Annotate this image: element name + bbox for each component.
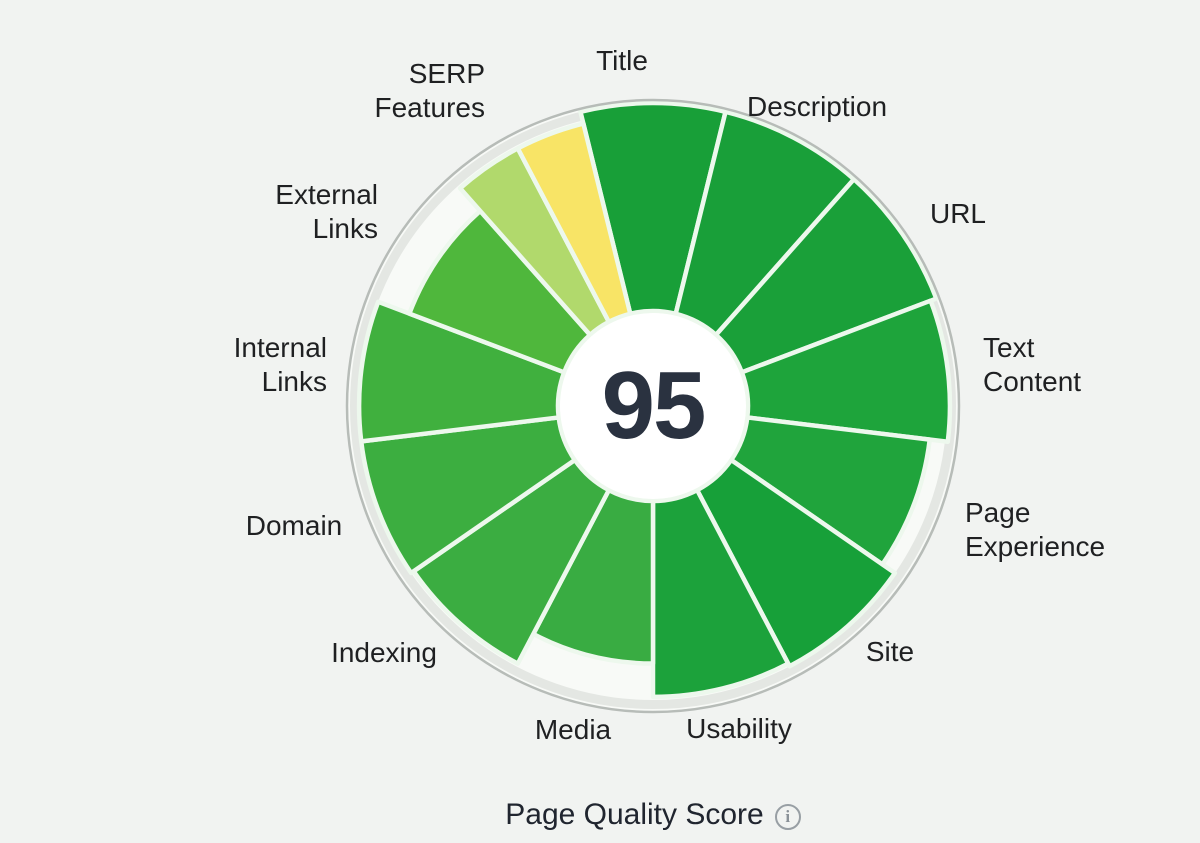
score-center-circle — [560, 313, 746, 499]
score-value: 95 — [601, 352, 707, 459]
segment-internal-links[interactable] — [356, 299, 567, 444]
label-text-content: Text Content — [983, 332, 1082, 397]
label-page-experience: Page Experience — [965, 497, 1106, 562]
label-media: Media — [534, 714, 612, 745]
segment-usability[interactable] — [650, 487, 791, 700]
label-site: Site — [865, 636, 915, 667]
score-wheel-svg[interactable] — [343, 96, 963, 716]
segment-indexing[interactable] — [411, 457, 612, 666]
segment-domain[interactable] — [358, 415, 578, 576]
segment-title[interactable] — [578, 100, 728, 317]
label-usability: Usability — [686, 713, 792, 744]
segment-site[interactable] — [694, 457, 898, 669]
label-title: Title — [596, 45, 648, 76]
segment-external-links[interactable] — [407, 208, 593, 375]
segment-serp-features-yellow[interactable] — [515, 121, 633, 325]
chart-title: Page Quality Score — [505, 798, 764, 831]
info-icon[interactable]: i — [774, 803, 801, 830]
label-domain: Domain — [245, 510, 343, 541]
label-internal-links: Internal Links — [233, 332, 327, 397]
label-indexing: Indexing — [331, 637, 437, 668]
label-description: Description — [746, 91, 888, 122]
segment-url[interactable] — [713, 176, 939, 375]
label-external-links: External Links — [275, 179, 378, 244]
segment-media[interactable] — [531, 487, 656, 666]
segment-text-content[interactable] — [739, 298, 953, 445]
label-serp-features: SERP Features — [374, 58, 486, 123]
label-url: URL — [929, 198, 986, 229]
chart-caption: Page Quality Score i — [353, 795, 953, 835]
segment-page-experience[interactable] — [728, 415, 932, 567]
wheel-outer-edge — [345, 98, 961, 714]
score-wheel[interactable] — [343, 96, 963, 716]
segment-description[interactable] — [673, 109, 857, 338]
